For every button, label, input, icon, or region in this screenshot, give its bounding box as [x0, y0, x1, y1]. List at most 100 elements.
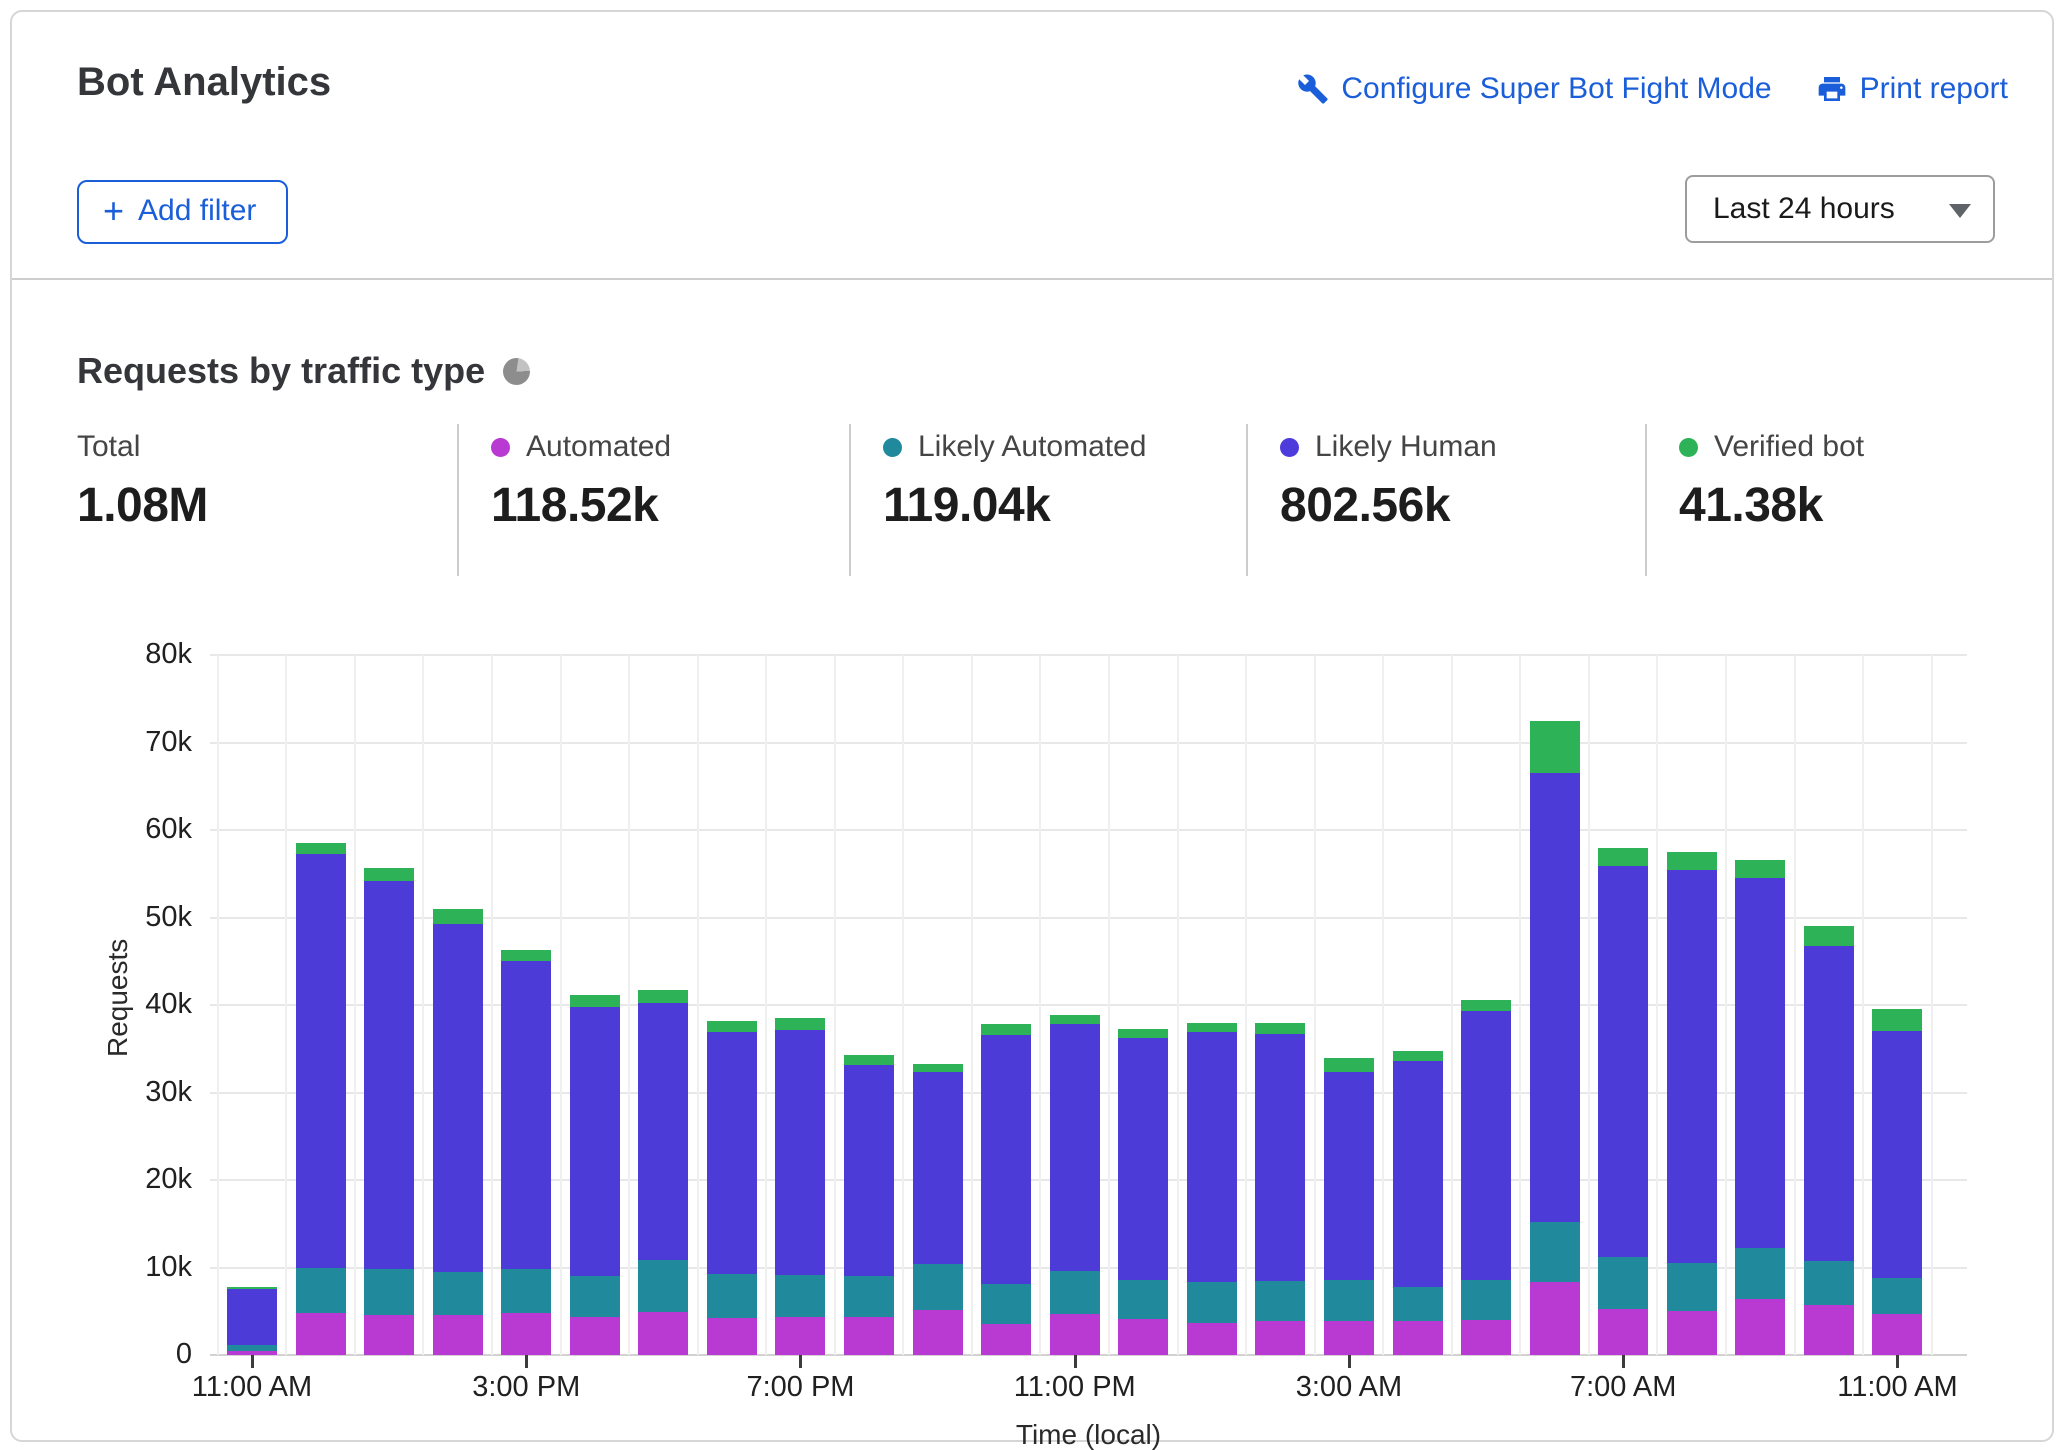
gridline-y-0 [210, 1354, 1967, 1356]
x-tick [1347, 1355, 1351, 1368]
bar-segment-verified-bot [1872, 1008, 1923, 1032]
bar-segment-automated [1803, 1305, 1854, 1355]
print-link-label: Print report [1859, 72, 2008, 105]
gridline-x [902, 655, 905, 1355]
add-filter-label: Add filter [138, 194, 257, 227]
x-tick-label: 11:00 AM [191, 1371, 313, 1403]
automated-dot-icon [491, 437, 510, 457]
bar-segment-verified-bot [295, 843, 346, 854]
time-range-value: Last 24 hours [1713, 192, 1895, 225]
y-tick-label: 70k [145, 725, 192, 758]
bar-segment-likely-automated [1255, 1280, 1306, 1321]
bar-segment-verified-bot [1598, 847, 1649, 866]
bar-segment-verified-bot [638, 990, 689, 1004]
gridline-y-80k [210, 654, 1967, 656]
bar-segment-likely-automated [775, 1274, 826, 1317]
stat-verified-bot-value: 41.38k [1679, 479, 1823, 532]
bar-segment-likely-human [638, 1003, 689, 1260]
add-filter-button[interactable]: + Add filter [77, 180, 289, 244]
gridline-y-70k [210, 741, 1967, 744]
bar-segment-likely-human [1255, 1033, 1306, 1281]
x-tick-label: 3:00 PM [472, 1371, 581, 1403]
bar-segment-likely-automated [432, 1271, 483, 1315]
configure-super-bot-fight-mode-link[interactable]: Configure Super Bot Fight Mode [1297, 72, 1772, 106]
gridline-x [490, 655, 493, 1355]
stat-verified-bot[interactable]: Verified bot 41.38k [1645, 424, 1952, 576]
bar-segment-likely-automated [501, 1269, 552, 1313]
gridline-x [1245, 655, 1248, 1355]
bar-segment-likely-human [1186, 1032, 1237, 1283]
printer-icon [1816, 73, 1848, 105]
stat-total-label: Total [77, 430, 141, 463]
y-tick-label: 40k [145, 988, 192, 1020]
bar-segment-likely-human [364, 880, 415, 1270]
stat-likely-automated[interactable]: Likely Automated 119.04k [849, 424, 1246, 576]
bar-segment-automated [638, 1312, 689, 1355]
bar-segment-likely-automated [1735, 1248, 1786, 1299]
gridline-x [1313, 655, 1316, 1355]
print-report-link[interactable]: Print report [1816, 72, 2008, 106]
stat-likely-automated-label: Likely Automated [918, 430, 1147, 463]
x-tick-label: 3:00 AM [1295, 1371, 1403, 1403]
stat-likely-human-label-row: Likely Human [1280, 430, 1645, 464]
x-tick [525, 1355, 529, 1368]
x-tick [799, 1355, 803, 1368]
gridline-x [216, 655, 219, 1355]
bar-segment-verified-bot [1186, 1023, 1237, 1033]
y-tick-label: 50k [145, 900, 192, 933]
bar-segment-automated [227, 1350, 277, 1355]
bar-segment-likely-human [432, 923, 483, 1272]
gridline-x [833, 655, 836, 1355]
bar-segment-automated [295, 1313, 346, 1355]
bar-segment-likely-automated [364, 1269, 415, 1315]
bar-segment-verified-bot [1529, 720, 1580, 774]
gridline-x [353, 655, 356, 1355]
y-tick-label: 80k [145, 638, 192, 670]
gridline-x [1656, 655, 1659, 1355]
stat-automated[interactable]: Automated 118.52k [457, 424, 849, 576]
time-range-select[interactable]: Last 24 hours [1685, 175, 1995, 243]
header-divider [12, 278, 2052, 280]
x-tick-label: 11:00 PM [1013, 1371, 1136, 1403]
bar-segment-likely-human [1666, 870, 1717, 1264]
bar-segment-likely-automated [295, 1268, 346, 1313]
gridline-x [1176, 655, 1179, 1355]
bar-segment-verified-bot [1118, 1028, 1169, 1039]
bar-segment-likely-human [912, 1071, 963, 1264]
bar-segment-automated [775, 1316, 826, 1355]
bar-segment-likely-automated [981, 1284, 1032, 1324]
bar-segment-automated [1598, 1308, 1649, 1355]
y-tick-label: 30k [145, 1075, 192, 1108]
gridline-y-40k [210, 1004, 1967, 1006]
bar-segment-likely-automated [706, 1273, 757, 1319]
gridline-x [696, 655, 699, 1355]
bar-segment-likely-automated [638, 1259, 689, 1313]
bar-segment-automated [912, 1309, 963, 1355]
stat-total-label-row: Total [77, 430, 457, 464]
wrench-icon [1297, 73, 1329, 105]
bar-segment-likely-human [775, 1029, 826, 1275]
bar-segment-likely-human [1323, 1072, 1374, 1280]
bar-segment-verified-bot [1323, 1057, 1374, 1073]
bar-segment-verified-bot [1803, 926, 1854, 946]
bar-segment-verified-bot [1255, 1022, 1306, 1034]
bar-segment-likely-human [1049, 1024, 1100, 1271]
gridline-x [422, 655, 425, 1355]
gridline-x [1793, 655, 1796, 1355]
configure-link-label: Configure Super Bot Fight Mode [1341, 72, 1772, 105]
stat-likely-human[interactable]: Likely Human 802.56k [1246, 424, 1645, 576]
bar-segment-automated [1461, 1320, 1512, 1355]
stat-automated-label: Automated [526, 430, 672, 463]
y-tick-label: 60k [145, 813, 192, 845]
bar-segment-likely-automated [1803, 1261, 1854, 1306]
bar-segment-likely-automated [844, 1276, 895, 1318]
stat-verified-bot-label: Verified bot [1714, 430, 1865, 463]
bar-segment-likely-automated [1666, 1263, 1717, 1312]
header-links: Configure Super Bot Fight Mode Print rep… [1297, 72, 2008, 106]
gridline-x [1519, 655, 1522, 1355]
bar-segment-automated [1255, 1320, 1306, 1355]
bar-segment-likely-human [1392, 1061, 1443, 1287]
gridline-x [1039, 655, 1042, 1355]
bar-segment-verified-bot [1049, 1014, 1100, 1025]
bar-segment-likely-automated [912, 1264, 963, 1310]
